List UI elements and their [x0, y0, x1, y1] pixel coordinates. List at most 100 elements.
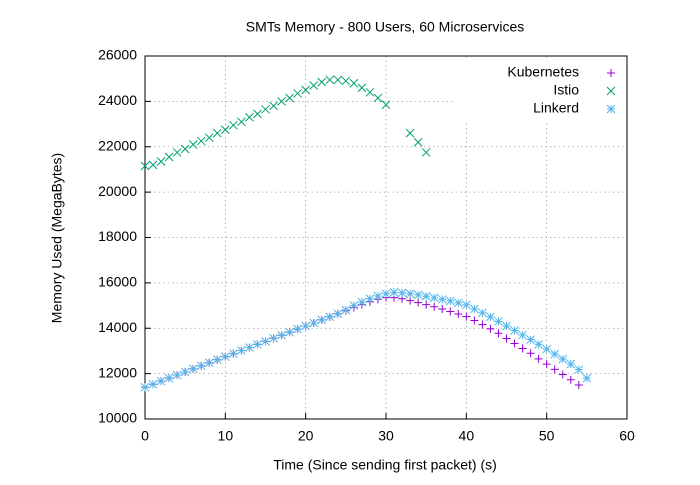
point	[510, 339, 519, 348]
point	[140, 161, 150, 171]
x-tick-label: 30	[378, 428, 394, 444]
point	[526, 335, 535, 344]
point	[542, 344, 552, 354]
point	[237, 346, 246, 355]
point	[470, 304, 479, 314]
point	[518, 344, 527, 353]
point	[253, 340, 262, 349]
point	[381, 289, 391, 299]
y-tick-label: 22000	[98, 137, 137, 153]
point	[269, 333, 278, 343]
x-tick-label: 60	[619, 428, 635, 444]
x-axis-label: Time (Since sending first packet) (s)	[273, 457, 497, 473]
point	[357, 297, 367, 307]
y-tick-label: 24000	[98, 92, 137, 108]
point	[309, 81, 319, 90]
point	[204, 358, 214, 368]
point	[397, 288, 407, 298]
point	[212, 355, 222, 365]
point	[309, 318, 319, 328]
point	[229, 120, 238, 130]
point	[156, 376, 166, 386]
point	[277, 330, 286, 340]
point	[454, 309, 463, 318]
point	[421, 148, 431, 157]
x-tick-label: 20	[298, 428, 314, 444]
point	[253, 109, 262, 119]
point	[550, 349, 560, 359]
point	[422, 300, 431, 309]
point	[285, 327, 294, 337]
point	[406, 296, 415, 305]
chart-title: SMTs Memory - 800 Users, 60 Microservice…	[246, 19, 525, 35]
legend-marker	[606, 104, 616, 114]
point	[293, 324, 302, 334]
point	[373, 93, 383, 103]
x-tick-label: 40	[459, 428, 475, 444]
y-tick-label: 16000	[98, 274, 137, 290]
point	[518, 330, 527, 340]
point	[317, 77, 327, 87]
y-axis-label: Memory Used (MegaBytes)	[49, 153, 65, 323]
x-tick-label: 0	[141, 428, 149, 444]
point	[534, 340, 543, 349]
legend-label: Linkerd	[533, 100, 579, 116]
point	[317, 315, 327, 325]
y-tick-label: 18000	[98, 228, 137, 244]
y-tick-label: 26000	[98, 47, 137, 63]
point	[494, 329, 503, 338]
point	[478, 308, 487, 318]
point	[534, 354, 543, 363]
point	[574, 365, 584, 374]
y-tick-label: 14000	[98, 319, 137, 335]
point	[558, 370, 567, 379]
point	[148, 379, 158, 389]
x-tick-label: 10	[218, 428, 234, 444]
point	[445, 296, 455, 306]
legend-label: Kubernetes	[507, 64, 579, 80]
point	[446, 307, 455, 316]
point	[421, 291, 431, 301]
point	[301, 321, 311, 331]
point	[164, 373, 174, 383]
point	[550, 365, 559, 374]
point	[405, 128, 415, 138]
point	[237, 117, 246, 127]
point	[373, 291, 383, 301]
point	[365, 87, 375, 97]
legend-marker	[606, 86, 616, 96]
point	[188, 140, 198, 149]
point	[220, 125, 230, 135]
point	[478, 320, 487, 329]
point	[510, 326, 519, 335]
point	[245, 343, 254, 352]
point	[245, 112, 254, 122]
point	[164, 152, 174, 162]
point	[341, 76, 351, 86]
point	[277, 97, 286, 106]
point	[381, 100, 391, 110]
point	[261, 337, 270, 346]
point	[566, 359, 576, 369]
point	[389, 288, 399, 297]
point	[180, 367, 190, 377]
point	[341, 305, 351, 315]
point	[365, 294, 375, 304]
y-tick-label: 12000	[98, 364, 137, 380]
point	[180, 144, 190, 154]
point	[574, 380, 583, 389]
point	[156, 157, 166, 166]
point	[437, 295, 447, 304]
point	[413, 290, 423, 300]
point	[461, 300, 471, 310]
point	[430, 302, 439, 311]
point	[188, 364, 198, 374]
point	[438, 304, 447, 313]
x-tick-label: 50	[539, 428, 555, 444]
point	[414, 298, 423, 307]
point	[325, 75, 335, 85]
point	[566, 375, 575, 384]
point	[229, 349, 238, 359]
point	[212, 128, 222, 138]
